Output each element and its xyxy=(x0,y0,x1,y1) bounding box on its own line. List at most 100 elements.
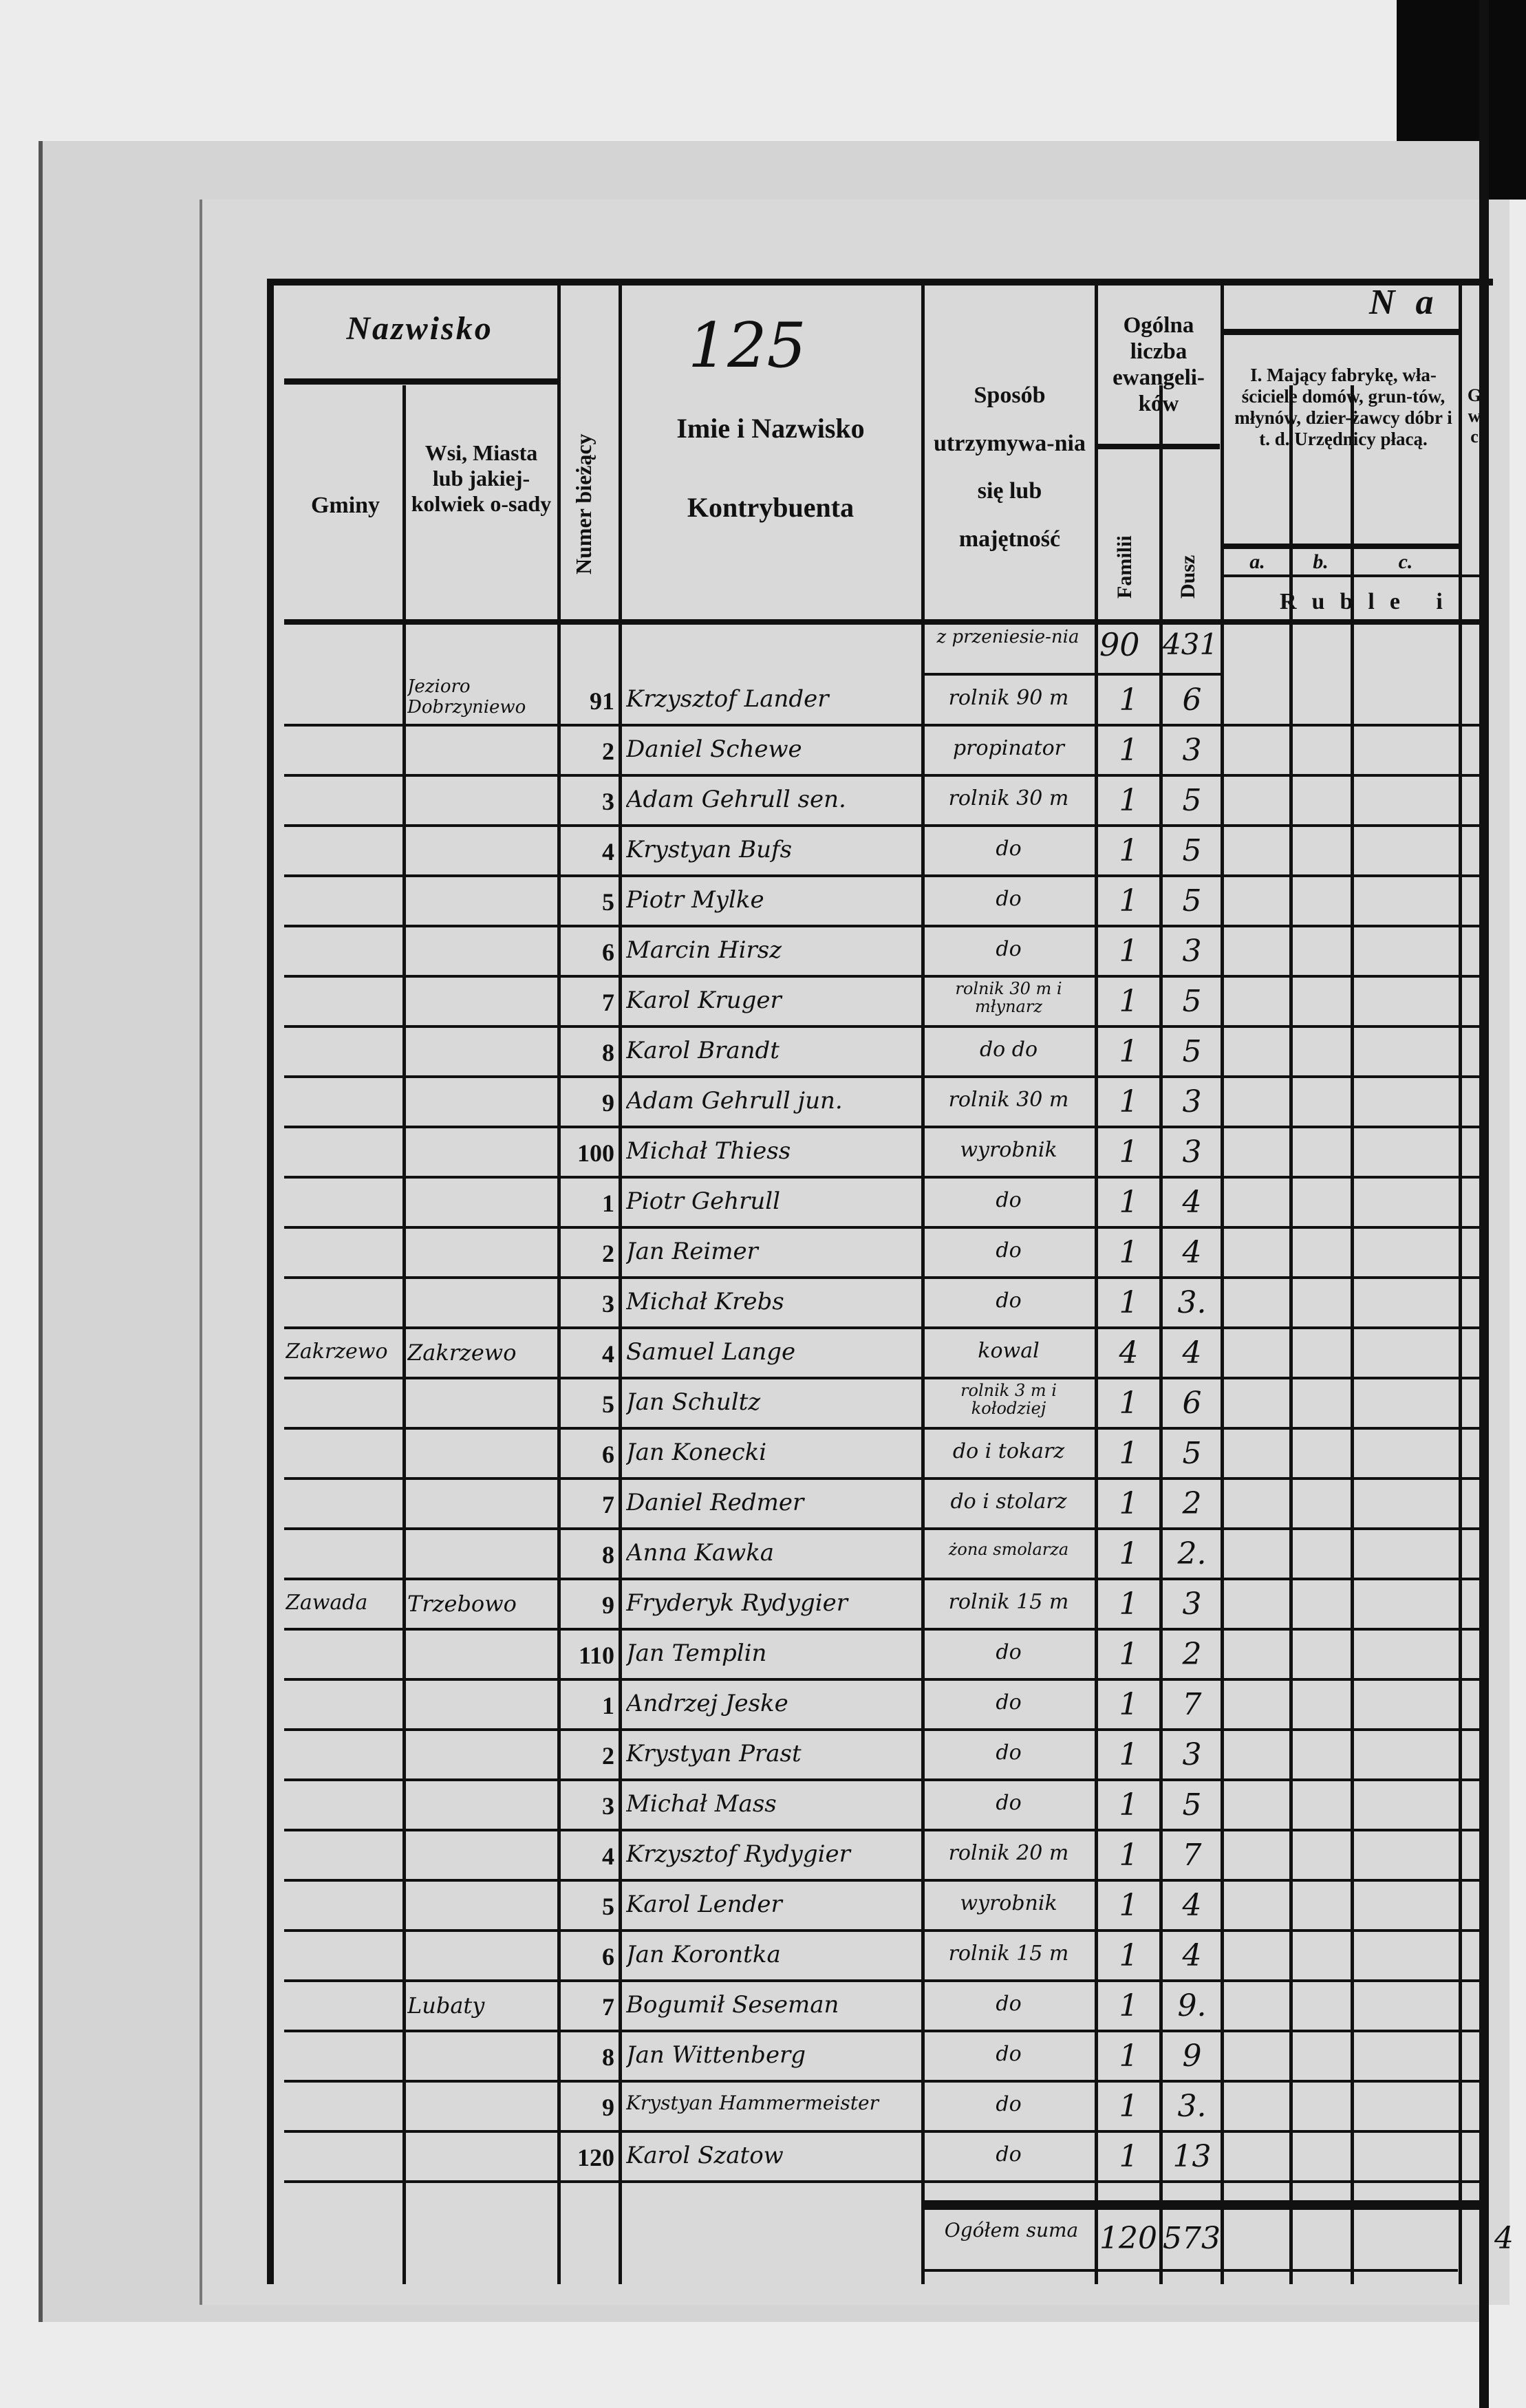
row-number: 4 xyxy=(602,1842,614,1870)
row-sposob: do i tokarz xyxy=(952,1440,1065,1463)
row-sposob: do xyxy=(996,938,1022,960)
column-divider xyxy=(921,282,925,392)
row-name: Michał Krebs xyxy=(626,1288,784,1315)
row-divider xyxy=(284,975,1481,978)
row-familii: 1 xyxy=(1119,883,1139,918)
row-name: Karol Lender xyxy=(626,1891,782,1918)
row-familii: 1 xyxy=(1119,1787,1139,1823)
row-number: 9 xyxy=(602,1591,614,1619)
row-name: Andrzej Jeske xyxy=(626,1690,788,1717)
row-name: Jan Konecki xyxy=(626,1439,767,1466)
row-number: 8 xyxy=(602,1039,614,1066)
row-dusz: 3 xyxy=(1182,1737,1202,1772)
row-divider xyxy=(284,1226,1481,1229)
row-dusz: 5 xyxy=(1182,833,1202,868)
row-name: Adam Gehrull jun. xyxy=(626,1087,843,1115)
row-sposob: do xyxy=(996,1641,1022,1664)
row-sposob: do xyxy=(996,837,1022,860)
row-dusz: 6 xyxy=(1182,1386,1202,1421)
row-dusz: 5 xyxy=(1182,883,1202,918)
column-divider xyxy=(921,385,925,2284)
row-sposob: do xyxy=(996,888,1022,910)
row-name: Piotr Mylke xyxy=(626,886,764,914)
row-name: Krystyan Hammermeister xyxy=(626,2092,879,2114)
row-number: 1 xyxy=(602,1190,614,1217)
totals-rule xyxy=(921,2200,1485,2210)
row-divider xyxy=(284,2030,1481,2032)
row-dusz: 5 xyxy=(1182,1787,1202,1823)
row-familii: 1 xyxy=(1119,1185,1139,1220)
row-dusz: 3 xyxy=(1182,1587,1202,1622)
row-name: Fryderyk Rydygier xyxy=(626,1589,848,1617)
row-wies: Jezioro Dobrzyniewo xyxy=(407,677,526,718)
row-divider xyxy=(284,1778,1481,1781)
row-divider xyxy=(284,1879,1481,1882)
totals-rule xyxy=(921,2269,1458,2272)
row-name: Daniel Schewe xyxy=(626,735,802,763)
row-sposob: do xyxy=(996,1189,1022,1212)
row-number: 100 xyxy=(577,1139,614,1167)
row-sposob: do xyxy=(996,1741,1022,1764)
row-sposob: do xyxy=(996,1792,1022,1814)
row-divider xyxy=(284,1578,1481,1580)
row-number: 2 xyxy=(602,738,614,765)
row-familii: 1 xyxy=(1119,1988,1139,2023)
row-name: Jan Korontka xyxy=(626,1941,781,1968)
row-sposob: do xyxy=(996,1992,1022,2015)
row-dusz: 3. xyxy=(1177,2089,1207,2124)
row-divider xyxy=(284,874,1481,877)
row-familii: 1 xyxy=(1119,1285,1139,1320)
row-name: Adam Gehrull sen. xyxy=(626,786,846,813)
row-name: Piotr Gehrull xyxy=(626,1187,781,1215)
header-nazwisko: Nazwisko xyxy=(346,310,493,347)
row-name: Jan Reimer xyxy=(626,1238,758,1265)
row-dusz: 3 xyxy=(1182,1084,1202,1119)
row-sposob: do xyxy=(996,1239,1022,1262)
header-numer: Numer bieżący xyxy=(571,433,596,574)
row-familii: 1 xyxy=(1119,1084,1139,1119)
row-divider xyxy=(284,1829,1481,1831)
row-divider xyxy=(284,2130,1481,2133)
row-name: Samuel Lange xyxy=(626,1338,796,1366)
row-number: 9 xyxy=(602,2094,614,2121)
row-number: 8 xyxy=(602,1541,614,1569)
row-name: Karol Brandt xyxy=(626,1037,780,1064)
carry-rule xyxy=(921,673,1221,676)
row-number: 3 xyxy=(602,1290,614,1318)
row-dusz: 5 xyxy=(1182,984,1202,1019)
header-sub-a: a. xyxy=(1249,550,1265,573)
row-number: 2 xyxy=(602,1240,614,1267)
header-gminy: Gminy xyxy=(310,493,380,518)
row-familii: 1 xyxy=(1119,2089,1139,2124)
row-name: Karol Szatow xyxy=(626,2142,784,2169)
row-number: 5 xyxy=(602,1893,614,1920)
row-familii: 1 xyxy=(1119,1938,1139,1973)
row-divider xyxy=(284,1728,1481,1731)
row-name: Bogumił Seseman xyxy=(626,1991,839,2019)
row-familii: 1 xyxy=(1119,1536,1139,1571)
row-sposob: propinator xyxy=(952,737,1065,760)
row-familii: 1 xyxy=(1119,783,1139,818)
row-dusz: 2 xyxy=(1182,1637,1202,1672)
row-familii: 1 xyxy=(1119,934,1139,969)
row-number: 7 xyxy=(602,1993,614,2021)
row-wies: Lubaty xyxy=(407,1992,485,2019)
row-divider xyxy=(284,824,1481,827)
row-dusz: 3 xyxy=(1182,733,1202,768)
row-familii: 1 xyxy=(1119,1235,1139,1270)
row-wies: Zakrzewo xyxy=(407,1340,517,1366)
row-familii: 1 xyxy=(1119,1135,1139,1170)
row-number: 4 xyxy=(602,1340,614,1368)
row-number: 6 xyxy=(602,1441,614,1468)
column-divider xyxy=(619,385,622,2284)
row-sposob: rolnik 30 m xyxy=(948,787,1069,810)
row-sposob: rolnik 15 m xyxy=(948,1591,1069,1613)
row-sposob: do xyxy=(996,2043,1022,2065)
row-dusz: 9. xyxy=(1177,1988,1207,2023)
row-divider xyxy=(284,1979,1481,1982)
row-divider xyxy=(284,1628,1481,1631)
row-name: Jan Wittenberg xyxy=(626,2041,806,2069)
column-divider xyxy=(1221,385,1224,2284)
header-rule xyxy=(1221,544,1459,549)
row-divider xyxy=(284,1427,1481,1430)
